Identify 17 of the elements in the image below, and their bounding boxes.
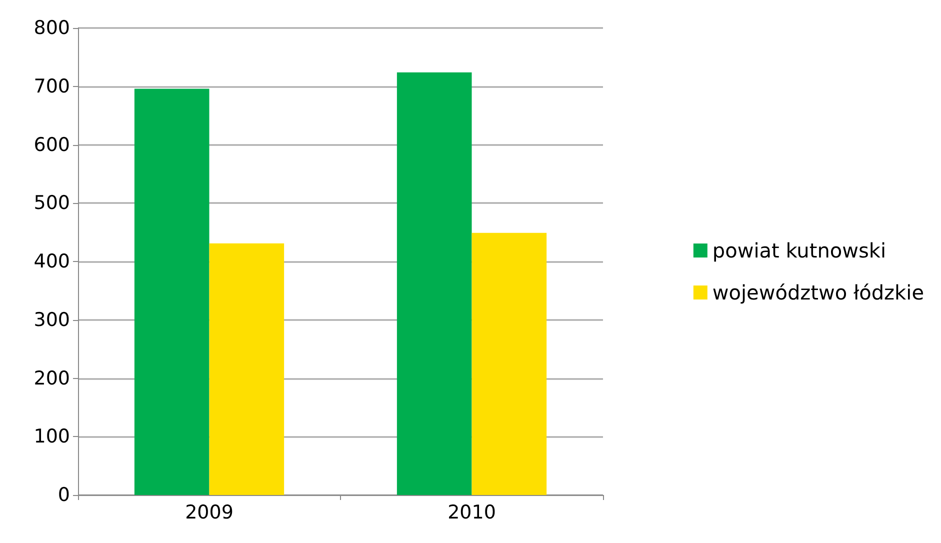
x-tick-label: 2010 (448, 502, 496, 524)
legend-label: powiat kutnowski (712, 238, 886, 262)
x-tick-label: 2009 (185, 502, 234, 524)
bar (134, 88, 210, 495)
y-tick-label: 400 (34, 250, 70, 272)
y-tick-label: 100 (34, 426, 70, 448)
y-tick-label: 500 (34, 192, 70, 214)
y-tick-label: 700 (34, 75, 70, 98)
y-tick-label: 800 (34, 17, 70, 39)
y-tick-label: 200 (34, 367, 70, 390)
bar (396, 72, 472, 495)
y-tick-label: 0 (58, 484, 70, 506)
bar (209, 243, 284, 495)
y-tick-label: 600 (34, 134, 70, 156)
legend-label: województwo łódzkie (712, 280, 924, 304)
y-tick-label: 300 (34, 308, 70, 331)
bar (472, 232, 547, 495)
